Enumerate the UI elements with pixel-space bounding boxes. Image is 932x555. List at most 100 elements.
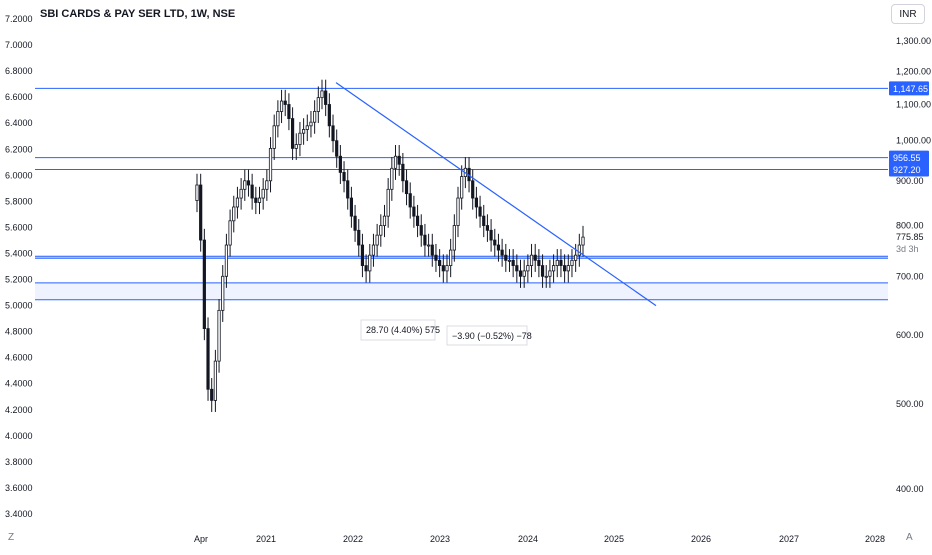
- candle-body: [305, 125, 309, 130]
- candle-body: [496, 244, 501, 251]
- left-axis-tick: 4.0000: [5, 431, 33, 441]
- left-axis-tick: 4.4000: [5, 379, 33, 389]
- annotation-1: 28.70 (4.40%) 575: [360, 319, 440, 341]
- currency-button[interactable]: INR: [891, 4, 925, 24]
- candle-body: [412, 206, 416, 217]
- candle-body: [493, 239, 497, 246]
- left-axis-tick: 5.8000: [5, 196, 33, 206]
- candle-body: [445, 265, 449, 272]
- candle-body: [449, 249, 453, 266]
- price-tag-label: 956.55: [893, 153, 921, 163]
- countdown-label: 3d 3h: [896, 244, 919, 254]
- candle-body: [224, 244, 229, 277]
- candle-body: [364, 265, 368, 272]
- candle-body: [529, 254, 534, 266]
- candle-body: [287, 104, 291, 119]
- right-axis-tick: 900.00: [896, 176, 924, 186]
- candle-body: [434, 254, 438, 261]
- candle-body: [404, 180, 409, 195]
- candle-body: [419, 225, 423, 236]
- candle-body: [246, 180, 251, 186]
- auto-scale-button[interactable]: A: [906, 532, 913, 543]
- left-axis-tick: 4.2000: [5, 405, 33, 415]
- candle-body: [338, 155, 342, 173]
- candle-body: [540, 265, 545, 277]
- candle-body: [526, 265, 530, 272]
- right-axis-tick: 800.00: [896, 221, 924, 231]
- annotation-2: −3.90 (−0.52%) −78: [446, 325, 532, 346]
- left-axis-tick: 3.8000: [5, 457, 33, 467]
- candle-body: [254, 197, 258, 203]
- candle-body: [324, 90, 328, 105]
- candle-body: [206, 328, 210, 390]
- candle-body: [478, 206, 482, 217]
- candle-body: [353, 215, 357, 231]
- candle-body: [393, 155, 398, 169]
- left-axis-tick: 5.0000: [5, 301, 33, 311]
- right-axis-tick: 1,300.00: [896, 36, 931, 46]
- left-axis-tick: 6.2000: [5, 144, 33, 154]
- left-axis-tick: 5.2000: [5, 275, 33, 285]
- candle-body: [320, 90, 324, 99]
- candle-body: [342, 172, 346, 182]
- price-tag-bg: [889, 81, 929, 96]
- candle-body: [360, 244, 365, 266]
- candle-body: [346, 180, 350, 199]
- candle-body: [548, 270, 552, 277]
- candle-body: [570, 259, 574, 266]
- candle-body: [290, 118, 295, 149]
- price-tag-bg: [889, 150, 929, 165]
- candle-body: [265, 180, 269, 190]
- candle-body: [357, 229, 361, 246]
- candle-body: [302, 129, 306, 134]
- candle-body: [327, 104, 331, 127]
- x-axis-tick: 2025: [604, 534, 624, 544]
- candle-body: [489, 229, 493, 241]
- candle-body: [386, 188, 390, 217]
- right-axis-tick: 1,200.00: [896, 66, 931, 76]
- candle-body: [221, 275, 225, 311]
- left-axis: 7.2000 7.0000 6.8000 6.6000 6.4000 6.2000 6.00…: [5, 14, 33, 519]
- x-axis-tick: 2026: [691, 534, 711, 544]
- annotation-text: 28.70 (4.40%) 575: [366, 325, 440, 335]
- candle-body: [563, 265, 567, 272]
- candle-body: [401, 163, 405, 182]
- price-tag-bg: [889, 162, 929, 177]
- candle-body: [415, 215, 420, 226]
- price-tags: 1,147.65 956.55 927.20 775.85 3d 3h: [889, 81, 929, 254]
- candle-body: [309, 121, 313, 127]
- x-axis-tick: 2024: [518, 534, 538, 544]
- candle-body: [397, 155, 401, 165]
- left-axis-tick: 6.0000: [5, 170, 33, 180]
- candle-body: [239, 188, 243, 199]
- left-axis-tick: 6.4000: [5, 118, 33, 128]
- candle-body: [460, 176, 464, 199]
- trendline: [335, 82, 657, 307]
- candle-body: [522, 270, 526, 277]
- left-axis-tick: 4.6000: [5, 353, 33, 363]
- candle-body: [511, 259, 515, 266]
- candle-body: [272, 125, 276, 149]
- timezone-corner[interactable]: Z: [8, 532, 15, 543]
- price-tag-label: 1,147.65: [893, 84, 928, 94]
- annotations: 28.70 (4.40%) 575 −3.90 (−0.52%) −78: [360, 319, 532, 346]
- x-axis-tick: 2028: [865, 534, 885, 544]
- candle-body: [379, 225, 383, 236]
- annotation-text: −3.90 (−0.52%) −78: [452, 331, 532, 341]
- candle-body: [331, 125, 335, 142]
- candle-body: [217, 309, 221, 362]
- candle-body: [276, 111, 280, 127]
- candle-body: [559, 259, 563, 266]
- candle-body: [335, 140, 339, 157]
- left-axis-tick: 6.6000: [5, 92, 33, 102]
- left-axis-tick: 5.4000: [5, 248, 33, 258]
- left-axis-tick: 3.4000: [5, 509, 33, 519]
- annotation-box: [360, 319, 436, 341]
- right-axis-tick: 700.00: [896, 271, 924, 281]
- candle-body: [232, 206, 236, 222]
- candle-body: [577, 244, 581, 256]
- candle-body: [368, 254, 372, 272]
- x-axis-tick: 2023: [430, 534, 450, 544]
